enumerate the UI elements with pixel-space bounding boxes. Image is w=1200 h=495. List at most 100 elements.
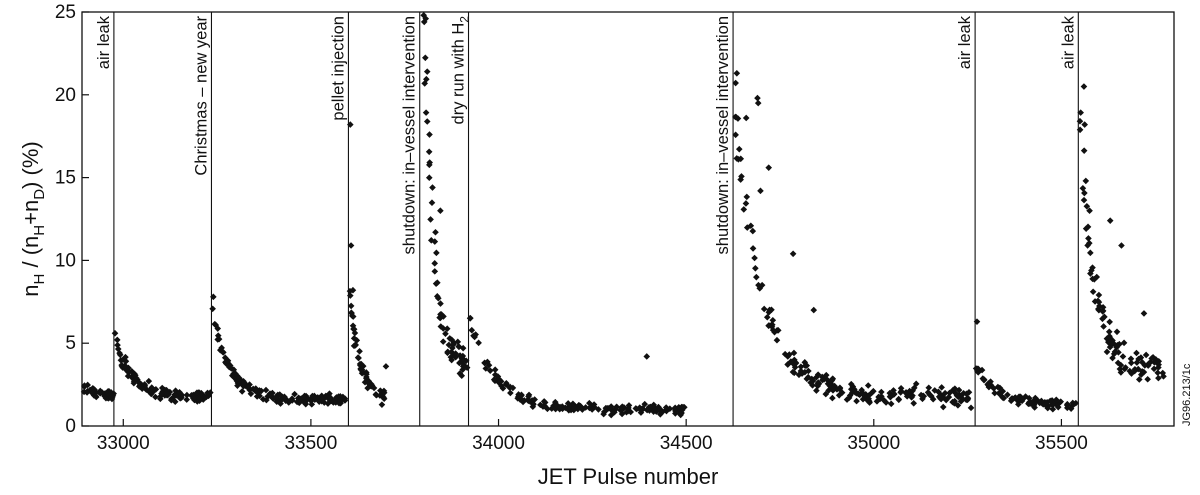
data-point xyxy=(346,292,354,299)
data-point xyxy=(455,343,462,350)
y-tick-label: 10 xyxy=(55,250,76,271)
data-point xyxy=(238,388,246,395)
data-point xyxy=(1113,328,1121,336)
data-point xyxy=(1116,365,1124,373)
data-point xyxy=(231,372,238,380)
data-point xyxy=(426,161,433,169)
data-point xyxy=(452,350,459,357)
data-point xyxy=(541,399,549,406)
data-point xyxy=(812,374,820,381)
data-point xyxy=(497,378,505,385)
data-point xyxy=(423,75,430,83)
data-point xyxy=(742,114,750,122)
data-point xyxy=(925,384,933,392)
data-point xyxy=(849,383,857,390)
data-point xyxy=(431,238,439,245)
data-point xyxy=(525,397,532,405)
data-point xyxy=(875,393,882,401)
data-point xyxy=(938,394,945,401)
data-point xyxy=(864,382,872,389)
data-point xyxy=(272,394,280,401)
data-point xyxy=(757,187,764,195)
data-point xyxy=(1106,334,1114,342)
data-point xyxy=(1099,315,1106,323)
data-point xyxy=(459,363,467,370)
data-point xyxy=(235,374,243,382)
data-point xyxy=(1091,298,1099,305)
data-point xyxy=(657,410,664,418)
data-point xyxy=(1117,369,1125,376)
data-point xyxy=(807,379,814,386)
data-point xyxy=(351,329,359,337)
data-point xyxy=(215,335,223,343)
data-point xyxy=(273,398,281,406)
data-point xyxy=(1155,374,1162,382)
x-tick-label: 35000 xyxy=(847,433,900,454)
data-point xyxy=(859,395,867,403)
y-tick-label: 0 xyxy=(65,416,76,437)
data-point xyxy=(482,365,490,372)
data-point xyxy=(828,377,836,384)
data-point xyxy=(1089,264,1096,271)
data-point xyxy=(244,383,252,391)
data-point xyxy=(363,370,370,378)
data-point xyxy=(1081,121,1088,128)
data-point xyxy=(790,369,798,377)
data-point xyxy=(282,397,289,404)
data-point xyxy=(143,386,150,393)
data-point xyxy=(445,341,453,349)
data-point xyxy=(765,322,772,330)
data-point xyxy=(1096,302,1103,310)
data-point xyxy=(423,68,431,75)
data-point xyxy=(196,395,204,402)
data-point xyxy=(432,228,439,236)
data-point xyxy=(1072,399,1080,407)
data-point xyxy=(86,386,94,394)
data-point xyxy=(732,131,739,139)
data-point xyxy=(147,387,154,394)
data-point xyxy=(336,396,344,404)
data-point xyxy=(1115,349,1122,356)
data-point xyxy=(426,131,433,138)
data-point xyxy=(444,349,451,357)
data-point xyxy=(358,360,365,368)
data-point xyxy=(789,250,797,258)
data-point xyxy=(425,174,433,182)
data-point xyxy=(751,254,758,262)
data-point xyxy=(814,382,822,390)
data-point xyxy=(973,318,981,325)
data-point xyxy=(1015,401,1022,408)
data-point xyxy=(632,405,640,412)
data-point xyxy=(866,399,873,406)
data-point xyxy=(650,401,658,409)
data-point xyxy=(197,389,205,397)
data-point xyxy=(163,386,170,394)
data-point xyxy=(341,395,349,402)
data-point xyxy=(276,391,284,398)
data-point xyxy=(422,54,429,62)
event-label: Christmas – new year xyxy=(192,16,210,176)
data-point xyxy=(145,377,153,385)
data-point xyxy=(380,395,388,403)
data-point xyxy=(448,348,455,356)
data-point xyxy=(878,388,885,396)
data-point xyxy=(423,118,431,125)
data-point xyxy=(769,316,777,324)
y-tick-label: 25 xyxy=(55,2,76,23)
data-point xyxy=(1127,359,1135,367)
data-point xyxy=(114,341,121,349)
data-point xyxy=(347,302,355,310)
data-point xyxy=(437,323,445,330)
data-point xyxy=(917,391,925,399)
y-tick-label: 5 xyxy=(65,333,76,354)
data-point xyxy=(1080,196,1088,204)
data-point xyxy=(525,393,532,400)
data-point xyxy=(346,287,354,295)
data-point xyxy=(247,390,255,398)
data-point xyxy=(269,395,277,402)
data-point xyxy=(939,403,947,411)
data-point xyxy=(157,392,165,400)
data-point xyxy=(954,402,962,409)
data-point xyxy=(230,366,238,374)
data-point xyxy=(747,222,755,230)
